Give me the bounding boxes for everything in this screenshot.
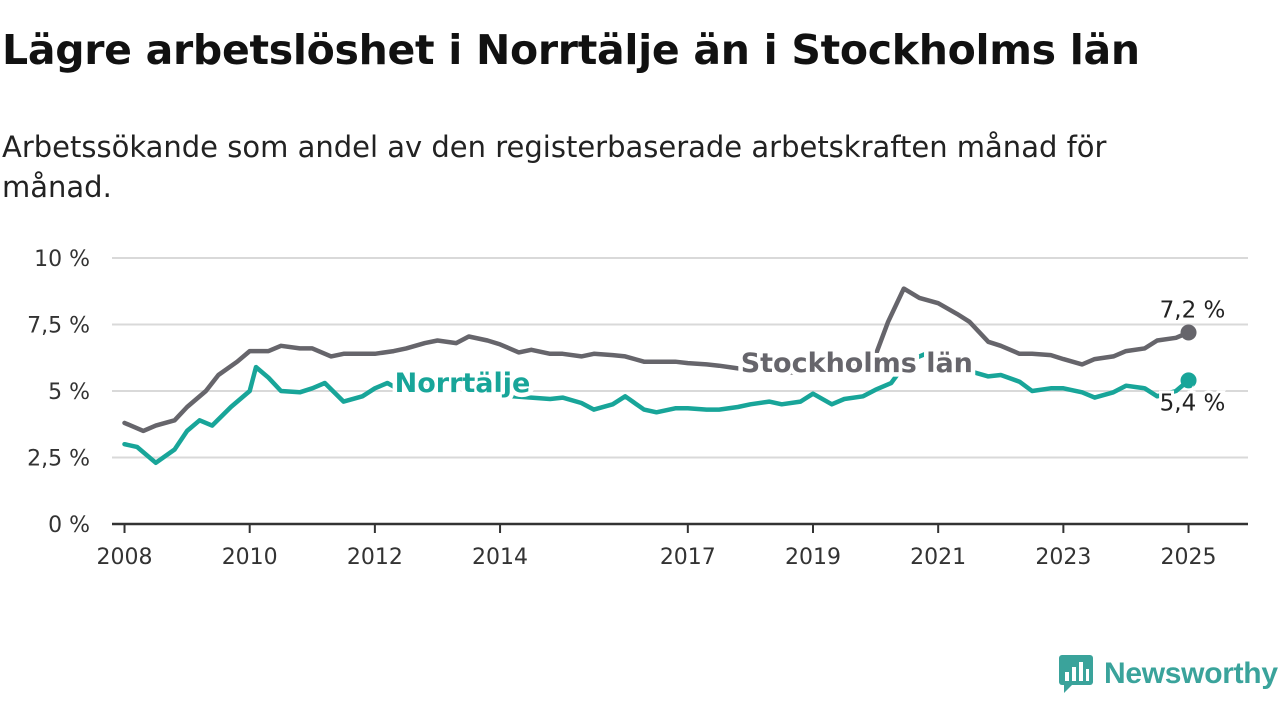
y-axis-ticks: 0 % 2,5 % 5 % 7,5 % 10 % [27,247,90,538]
x-tick-label: 2021 [910,545,966,570]
y-tick-label: 5 % [48,380,90,405]
grid-lines [112,257,1248,459]
x-tick-label: 2010 [222,545,278,570]
series-line-stockholms-l-n [122,286,1191,434]
y-tick-label: 0 % [48,513,90,538]
y-tick-label: 2,5 % [27,447,90,472]
newsworthy-brand[interactable]: Newsworthy [1058,654,1278,694]
chart-subtitle: Arbetssökande som andel av den registerb… [2,130,1107,204]
x-tick-label: 2017 [660,545,716,570]
newsworthy-logo-icon [1059,655,1093,693]
series-end-point-stockholms-l-n [1180,324,1197,341]
chart-title: Lägre arbetslöshet i Norrtälje än i Stoc… [2,26,1140,74]
x-tick-label: 2019 [785,545,841,570]
y-tick-label: 10 % [34,247,90,272]
x-tick-label: 2008 [97,545,153,570]
series-line-norrt-lje [122,351,1191,466]
end-value-label-stockholms-l-n: 7,2 % [1160,297,1226,323]
series-label-stockholms-l-n: Stockholms län [741,348,973,379]
x-tick-label: 2014 [472,545,528,570]
series-label-norrt-lje: Norrtälje [395,368,531,399]
end-value-label-norrt-lje: 5,4 % [1160,390,1226,416]
x-tick-label: 2025 [1161,545,1217,570]
x-tick-label: 2023 [1035,545,1091,570]
series-end-point-norrt-lje [1180,372,1197,389]
x-tick-label: 2012 [347,545,403,570]
series-lines [122,286,1197,466]
brand-name: Newsworthy [1104,657,1278,690]
series-labels: Stockholms län 7,2 % Norrtälje 5,4 % [390,294,1228,419]
x-axis: 2008 2010 2012 2014 2017 2019 2021 2023 2025 [97,522,1248,570]
y-tick-label: 7,5 % [27,314,90,339]
